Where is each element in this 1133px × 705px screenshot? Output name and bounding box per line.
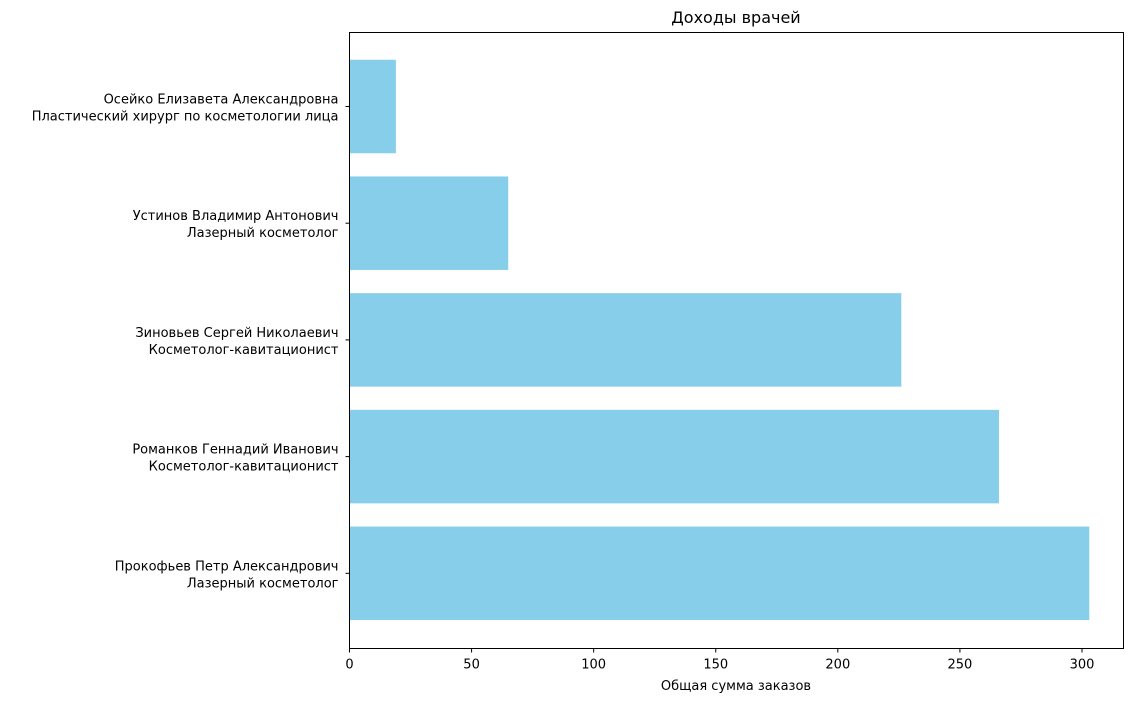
bars-group xyxy=(349,59,1090,621)
y-tick-label-name: Устинов Владимир Антонович xyxy=(133,209,339,224)
chart-title: Доходы врачей xyxy=(671,8,800,27)
bar xyxy=(349,59,396,154)
y-tick-label-role: Пластический хирург по косметологии лица xyxy=(32,110,339,125)
y-tick-label-name: Осейко Елизавета Александровна xyxy=(104,93,339,108)
x-tick-label: 150 xyxy=(703,658,728,673)
x-tick-label: 0 xyxy=(345,658,353,673)
x-tick-label: 200 xyxy=(825,658,850,673)
y-tick-label-name: Романков Геннадий Иванович xyxy=(132,443,338,458)
x-tick-label: 50 xyxy=(463,658,480,673)
y-axis: Прокофьев Петр Александрович Лазерный кос… xyxy=(32,93,350,591)
x-tick-label: 300 xyxy=(1070,658,1095,673)
x-axis-label: Общая сумма заказов xyxy=(661,679,811,694)
bar xyxy=(349,176,509,270)
y-tick-label-name: Зиновьев Сергей Николаевич xyxy=(135,326,338,341)
bar xyxy=(349,409,999,504)
x-tick-label: 250 xyxy=(947,658,972,673)
plot-frame xyxy=(349,32,1124,649)
y-tick-label-role: Лазерный косметолог xyxy=(187,226,339,241)
x-tick-label: 100 xyxy=(581,658,606,673)
bar xyxy=(349,526,1090,621)
y-tick-label-role: Косметолог-кавитационист xyxy=(149,343,339,358)
y-tick-label-name: Прокофьев Петр Александрович xyxy=(115,559,339,574)
bar xyxy=(349,293,902,387)
y-tick-label-role: Лазерный косметолог xyxy=(187,576,339,591)
x-axis: 0 50 100 150 200 250 300 xyxy=(345,648,1095,673)
y-tick-label-role: Косметолог-кавитационист xyxy=(149,460,339,475)
